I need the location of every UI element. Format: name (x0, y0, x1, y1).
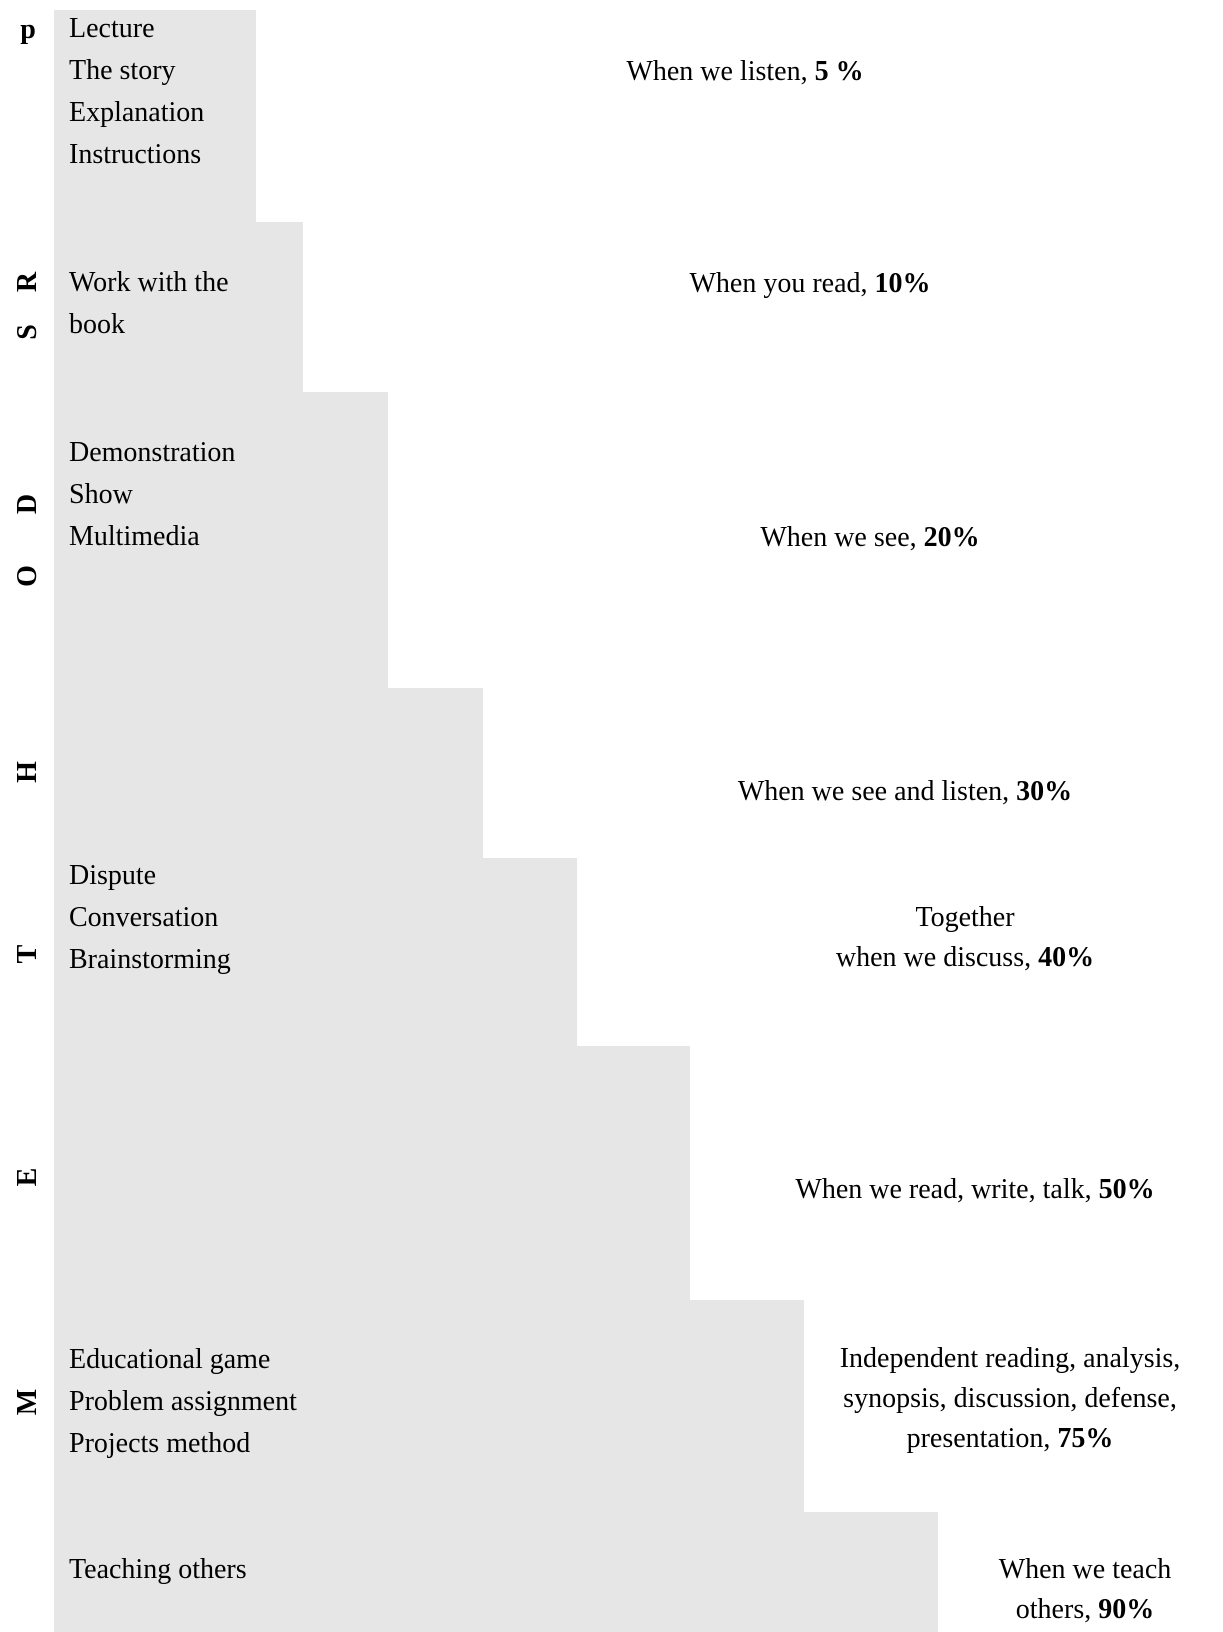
method-item: Multimedia (69, 521, 200, 552)
side-letter-p: p (20, 14, 36, 45)
outcome-line: When we see, 20% (760, 522, 980, 553)
outcome-row-8: When we teach others, 90% (960, 1550, 1210, 1630)
method-item: The story (69, 55, 176, 86)
method-item: Demonstration (69, 437, 236, 468)
outcome-line: Together (915, 902, 1015, 933)
side-letter-o: O (12, 565, 43, 587)
side-letter-h: H (12, 761, 43, 783)
methods-row-5: Dispute Conversation Brainstorming (69, 855, 231, 981)
side-letter-m: M (12, 1388, 43, 1416)
outcome-line: When you read, 10% (689, 268, 931, 299)
methods-row-8: Teaching others (69, 1549, 247, 1591)
method-item: Problem assignment (69, 1386, 297, 1417)
stair-step-2 (54, 222, 303, 392)
stair-step-4 (54, 688, 483, 858)
side-letter-e: E (12, 1167, 43, 1187)
outcome-row-5: Together when we discuss, 40% (780, 898, 1150, 978)
outcome-line: synopsis, discussion, defense, (843, 1383, 1177, 1414)
outcome-line: When we read, write, talk, 50% (795, 1174, 1155, 1205)
methods-row-1: Lecture The story Explanation Instructio… (69, 8, 204, 176)
stair-step-8 (54, 1512, 938, 1632)
method-item: book (69, 309, 125, 340)
outcome-row-7: Independent reading, analysis, synopsis,… (800, 1339, 1220, 1459)
method-item: Educational game (69, 1344, 271, 1375)
method-item: Brainstorming (69, 944, 231, 975)
side-letter-d: D (12, 493, 43, 515)
stair-step-3 (54, 392, 388, 688)
outcome-line: presentation, 75% (906, 1423, 1114, 1454)
method-item: Explanation (69, 97, 205, 128)
outcome-line: Independent reading, analysis, (839, 1343, 1181, 1374)
methods-row-7: Educational game Problem assignment Proj… (69, 1339, 297, 1465)
outcome-line: When we see and listen, 30% (737, 776, 1073, 807)
outcome-row-3: When we see, 20% (680, 518, 1060, 558)
methods-row-3: Demonstration Show Multimedia (69, 432, 235, 558)
outcome-line: when we discuss, 40% (835, 942, 1095, 973)
side-letter-s: S (12, 324, 43, 340)
method-item: Projects method (69, 1428, 251, 1459)
method-item: Show (69, 479, 133, 510)
outcome-row-6: When we read, write, talk, 50% (740, 1170, 1210, 1210)
side-letter-r: R (12, 271, 43, 293)
method-item: Conversation (69, 902, 219, 933)
stair-step-1 (54, 10, 256, 222)
outcome-row-2: When you read, 10% (620, 264, 1000, 304)
method-item: Dispute (69, 860, 157, 891)
outcome-line: When we listen, 5 % (626, 56, 864, 87)
method-item: Lecture (69, 13, 155, 44)
method-item: Instructions (69, 139, 202, 170)
method-item: Work with the (69, 267, 229, 298)
stair-step-5 (54, 858, 577, 1046)
outcome-row-4: When we see and listen, 30% (680, 772, 1130, 812)
stair-step-7 (54, 1300, 804, 1512)
method-item: Teaching others (69, 1554, 247, 1585)
stair-step-6 (54, 1046, 690, 1300)
outcome-row-1: When we listen, 5 % (560, 52, 930, 92)
side-letter-t: T (12, 944, 43, 964)
methods-row-2: Work with the book (69, 262, 229, 346)
outcome-line: others, 90% (1015, 1594, 1155, 1625)
outcome-line: When we teach (998, 1554, 1172, 1585)
